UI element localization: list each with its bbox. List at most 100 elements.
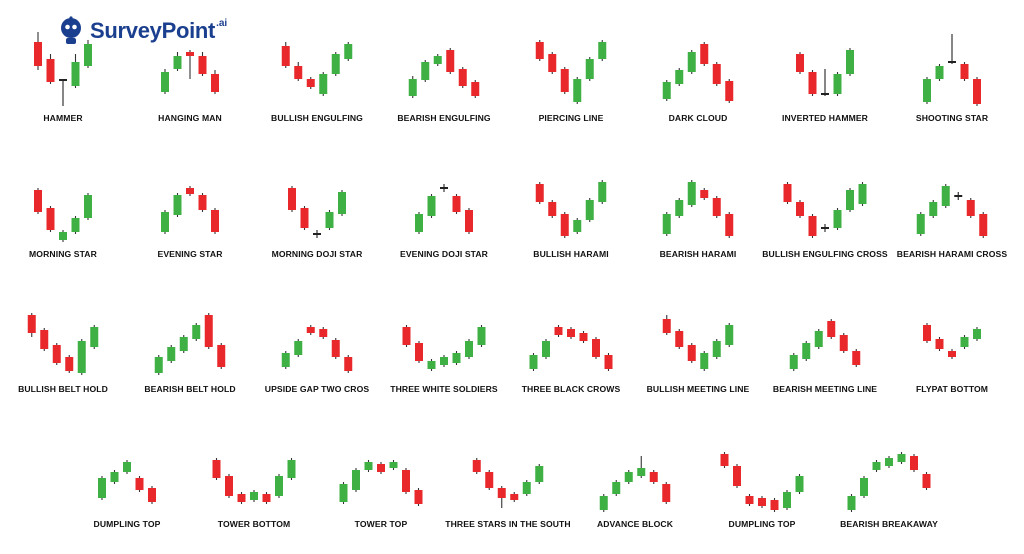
pattern-chart — [402, 325, 486, 371]
bearish-candle — [497, 488, 506, 498]
bullish-candle — [77, 341, 86, 373]
bearish-candle — [700, 44, 709, 64]
pattern-label: BULLISH ENGULFING CROSS — [762, 249, 888, 259]
pattern-label: EVENING DOJI STAR — [400, 249, 488, 259]
bearish-candle — [34, 190, 42, 212]
bearish-candle — [725, 214, 734, 236]
bullish-candle — [573, 79, 582, 102]
pattern-chart — [27, 313, 99, 375]
pattern-label: THREE STARS IN THE SOUTH — [445, 519, 571, 529]
pattern-label: DUMPLING TOP — [93, 519, 161, 529]
bullish-candle — [687, 182, 696, 205]
pattern-label: HANGING MAN — [158, 113, 222, 123]
pattern-chart — [916, 184, 988, 238]
bullish-candle — [319, 74, 328, 94]
bullish-candle — [433, 56, 442, 64]
bearish-candle — [554, 327, 563, 335]
bullish-candle — [427, 361, 436, 369]
pattern-label: BEARISH HARAMI CROSS — [896, 249, 1008, 259]
bullish-candle — [712, 341, 721, 357]
pattern-label: ADVANCE BLOCK — [596, 519, 674, 529]
bullish-candle — [167, 347, 176, 361]
bearish-candle — [935, 339, 944, 349]
bullish-candle — [281, 353, 290, 367]
bullish-candle — [192, 325, 201, 339]
bullish-candle — [421, 62, 430, 80]
bullish-candle — [802, 343, 811, 359]
pattern-chart — [599, 456, 671, 512]
bullish-candle — [522, 482, 531, 494]
bearish-candle — [46, 208, 55, 230]
bullish-candle — [352, 470, 360, 490]
pattern-chart — [923, 34, 981, 106]
bullish-candle — [71, 62, 80, 86]
pattern-label: BEARISH BREAKAWAY — [840, 519, 938, 529]
pattern-label: DUMPLING TOP — [728, 519, 796, 529]
pattern-label: HAMMER — [43, 113, 83, 123]
bullish-candle — [59, 232, 67, 240]
pattern-chart — [847, 452, 931, 512]
bullish-candle — [529, 355, 538, 369]
pattern-chart — [789, 319, 861, 371]
bullish-candle — [110, 472, 119, 482]
bearish-candle — [535, 184, 544, 202]
bearish-candle — [725, 81, 734, 101]
bullish-candle — [598, 182, 607, 202]
bullish-candle — [325, 212, 334, 228]
bullish-candle — [846, 190, 854, 210]
bearish-candle — [966, 200, 975, 216]
bullish-candle — [173, 195, 182, 215]
bullish-candle — [250, 492, 258, 500]
pattern-chart — [783, 182, 867, 238]
pattern-label: BEARISH ENGULFING — [397, 113, 491, 123]
pattern-chart — [662, 42, 734, 103]
bullish-candle — [783, 492, 791, 508]
bearish-candle — [783, 184, 792, 202]
bearish-candle — [675, 331, 684, 347]
bearish-candle — [548, 202, 557, 216]
pattern-chart — [288, 186, 346, 238]
bullish-candle — [338, 192, 346, 214]
bearish-candle — [319, 329, 328, 337]
bearish-candle — [839, 335, 848, 351]
bearish-candle — [211, 74, 219, 92]
pattern-label: BEARISH BELT HOLD — [144, 384, 236, 394]
bullish-candle — [860, 478, 868, 496]
bullish-candle — [161, 212, 169, 232]
bearish-candle — [808, 72, 817, 94]
bearish-candle — [922, 474, 931, 488]
bearish-candle — [472, 460, 481, 472]
bullish-candle — [477, 327, 486, 345]
bearish-candle — [27, 315, 36, 333]
bullish-candle — [98, 478, 106, 498]
bullish-candle — [814, 331, 823, 347]
pattern-chart — [161, 186, 219, 234]
pattern-label: DARK CLOUD — [668, 113, 728, 123]
bearish-candle — [796, 202, 804, 216]
bearish-candle — [662, 319, 671, 333]
brand-logo[interactable]: SurveyPoint .ai — [56, 14, 227, 48]
bullish-candle — [624, 472, 633, 482]
bearish-candle — [796, 54, 804, 72]
bullish-candle — [662, 82, 671, 99]
pattern-chart — [662, 180, 734, 238]
bullish-candle — [923, 79, 931, 102]
bearish-candle — [452, 196, 461, 212]
bullish-candle — [897, 454, 906, 462]
bearish-candle — [288, 188, 296, 210]
bearish-candle — [808, 216, 817, 236]
pattern-chart — [923, 323, 981, 359]
bearish-candle — [948, 351, 956, 357]
pattern-chart — [415, 184, 473, 234]
pattern-chart — [34, 188, 92, 242]
pattern-label: SHOOTING STAR — [915, 113, 989, 123]
pattern-chart — [98, 460, 156, 504]
bullish-candle — [415, 214, 423, 232]
bullish-candle — [612, 482, 621, 494]
bearish-candle — [770, 500, 779, 510]
pattern-chart — [408, 48, 480, 98]
bullish-candle — [935, 66, 944, 79]
pattern-label: THREE BLACK CROWS — [521, 384, 621, 394]
pattern-label: THREE WHITE SOLDIERS — [390, 384, 498, 394]
bearish-candle — [414, 490, 423, 504]
